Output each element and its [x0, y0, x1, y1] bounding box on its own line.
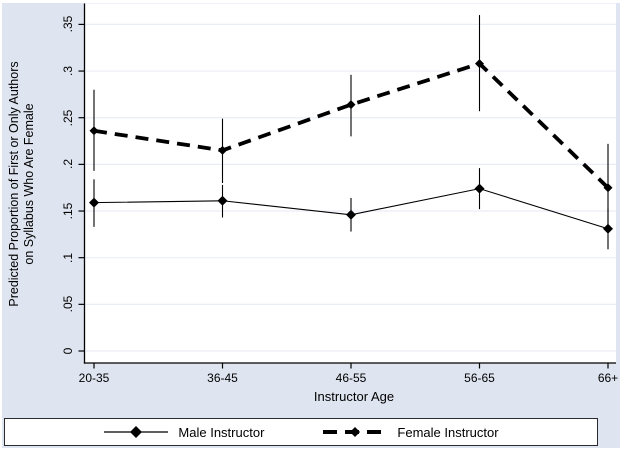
legend-label-female: Female Instructor — [397, 424, 499, 440]
legend-entry-male: Male Instructor — [103, 425, 264, 440]
male-series-sample-icon — [104, 426, 169, 438]
x-tick-label: 46-55 — [335, 371, 367, 385]
y-axis-title-line1: Predicted Proportion of First or Only Au… — [7, 61, 21, 307]
male-data-point-marker — [603, 223, 613, 234]
y-tick-label: .1 — [61, 252, 75, 263]
female-data-point-marker — [218, 145, 227, 155]
male-data-point-marker — [89, 197, 99, 208]
legend-label-male: Male Instructor — [178, 424, 265, 440]
male-data-point-marker — [474, 183, 485, 194]
x-tick-label: 20-35 — [78, 371, 110, 385]
plot-area — [84, 3, 616, 363]
y-tick-label: 0 — [61, 347, 75, 355]
x-tick-label: 36-45 — [207, 371, 238, 385]
x-tick-label: 56-65 — [464, 371, 495, 385]
female-series-sample-icon — [323, 427, 388, 437]
female-data-point-marker — [475, 59, 484, 69]
x-tick-label: 66+ — [597, 371, 619, 385]
y-tick-label: .35 — [61, 16, 75, 33]
legend-entry-female: Female Instructor — [322, 424, 499, 440]
x-axis-title: Instructor Age — [313, 389, 395, 404]
y-tick-label: .2 — [61, 159, 75, 170]
legend: Male Instructor Female Instructor — [4, 418, 598, 446]
y-tick-label: .25 — [61, 109, 75, 127]
female-data-point-marker — [346, 100, 356, 110]
y-tick-label: .15 — [61, 202, 75, 220]
male-data-point-marker — [217, 195, 228, 206]
y-axis-title-line2: on Syllabus Who Are Female — [21, 103, 36, 265]
y-axis-title: Predicted Proportion of First or Only Au… — [7, 14, 37, 354]
female-series-line — [93, 61, 610, 190]
y-tick-label: .05 — [61, 295, 75, 313]
y-tick-label: .3 — [61, 66, 75, 77]
female-data-point-marker — [603, 183, 613, 193]
male-data-point-marker — [346, 209, 356, 220]
female-data-point-marker — [89, 126, 99, 136]
